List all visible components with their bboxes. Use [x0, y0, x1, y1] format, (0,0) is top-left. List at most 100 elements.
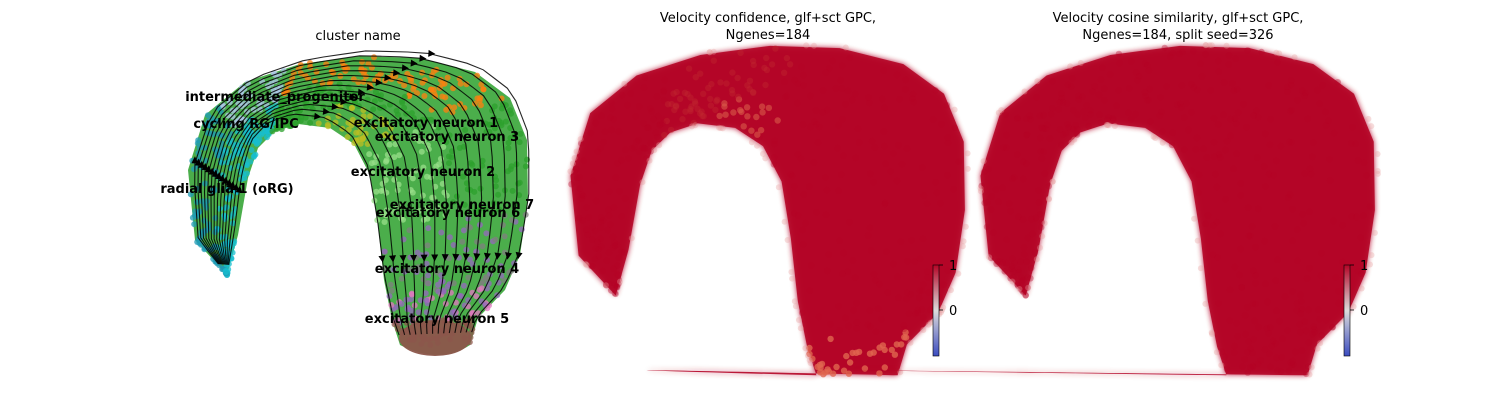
- velocity-point: [811, 118, 818, 126]
- velocity-point: [1167, 53, 1174, 60]
- velocity-point: [1040, 111, 1047, 119]
- velocity-point: [1046, 195, 1052, 202]
- cluster-point: [309, 106, 316, 113]
- cluster-point: [248, 147, 255, 153]
- velocity-point: [1281, 293, 1289, 300]
- velocity-point: [567, 168, 574, 175]
- velocity-point: [1203, 154, 1211, 161]
- velocity-point: [737, 49, 744, 57]
- velocity-point: [1297, 291, 1304, 298]
- velocity-point: [1222, 146, 1229, 154]
- velocity-point: [1271, 223, 1279, 230]
- velocity-point: [618, 91, 626, 99]
- velocity-point: [1060, 131, 1067, 138]
- velocity-point: [1062, 130, 1069, 137]
- velocity-point: [1058, 90, 1065, 97]
- velocity-point: [1240, 101, 1247, 108]
- velocity-point: [977, 185, 984, 192]
- cluster-point: [443, 106, 450, 113]
- velocity-point: [576, 214, 583, 222]
- velocity-point: [1105, 122, 1112, 129]
- velocity-point: [1297, 328, 1304, 336]
- velocity-point: [1046, 135, 1054, 142]
- velocity-point: [1058, 94, 1066, 102]
- streamline-arrow: [340, 98, 348, 106]
- streamline-arrow: [384, 74, 392, 82]
- velocity-point: [613, 241, 621, 248]
- cluster-point: [440, 288, 447, 295]
- velocity-point: [576, 174, 583, 181]
- velocity-point: [706, 49, 713, 56]
- velocity-point: [617, 278, 623, 285]
- velocity-point: [919, 164, 926, 171]
- velocity-point: [1014, 281, 1021, 288]
- cluster-label: excitatory neuron 2: [351, 165, 495, 180]
- velocity-point: [1308, 364, 1315, 371]
- velocity-point: [1231, 349, 1238, 356]
- velocity-point: [840, 152, 847, 159]
- velocity-point: [1319, 82, 1326, 89]
- cluster-point: [446, 234, 453, 241]
- velocity-point: [668, 100, 675, 108]
- velocity-point: [1202, 42, 1209, 49]
- cluster-panel: cluster name intermediate_progenitor cyc…: [160, 29, 534, 356]
- velocity-point: [996, 258, 1003, 265]
- velocity-point: [1287, 107, 1294, 115]
- cluster-point: [465, 297, 472, 304]
- velocity-point: [871, 144, 879, 151]
- velocity-point: [1254, 154, 1261, 161]
- cluster-point: [280, 120, 286, 127]
- velocity-point: [1144, 61, 1151, 69]
- cluster-point: [396, 152, 403, 159]
- velocity-point: [1033, 256, 1040, 263]
- velocity-point: [635, 137, 642, 144]
- velocity-point: [600, 139, 607, 146]
- velocity-point: [850, 306, 857, 314]
- velocity-point: [618, 156, 625, 164]
- velocity-point: [920, 314, 927, 321]
- velocity-point: [1238, 284, 1245, 291]
- velocity-point: [1085, 122, 1092, 130]
- velocity-point: [614, 284, 621, 291]
- velocity-point: [791, 183, 798, 190]
- velocity-point: [1019, 216, 1027, 223]
- velocity-point: [1233, 150, 1240, 157]
- velocity-point: [834, 144, 841, 152]
- velocity-point: [1214, 254, 1221, 261]
- velocity-point: [1332, 274, 1340, 281]
- velocity-point: [1037, 211, 1044, 218]
- velocity-point: [1197, 60, 1204, 67]
- velocity-point: [1247, 345, 1255, 352]
- velocity-point: [1080, 108, 1087, 115]
- velocity-point: [1292, 348, 1299, 356]
- velocity-point: [807, 92, 814, 100]
- velocity-point: [1237, 192, 1244, 199]
- velocity-point: [716, 124, 723, 131]
- velocity-point: [1299, 87, 1306, 94]
- velocity-point: [1003, 131, 1010, 139]
- cluster-point: [507, 135, 514, 141]
- streamline-arrow: [462, 253, 470, 261]
- velocity-point: [791, 298, 798, 305]
- velocity-point: [696, 110, 704, 117]
- velocity-point: [598, 214, 605, 221]
- streamline-arrow: [399, 254, 407, 263]
- velocity-point: [1095, 91, 1103, 99]
- velocity-point: [744, 82, 751, 89]
- velocity-point: [807, 123, 814, 131]
- velocity-point: [628, 235, 635, 242]
- velocity-point: [868, 137, 876, 145]
- cluster-point: [498, 95, 505, 102]
- velocity-point: [840, 367, 848, 374]
- cluster-point: [425, 272, 431, 279]
- velocity-confidence-title-line1: Velocity confidence, glf+sct GPC,: [660, 11, 876, 26]
- velocity-point: [1146, 85, 1154, 93]
- velocity-point: [1056, 98, 1064, 106]
- cluster-point: [359, 58, 365, 65]
- velocity-point: [620, 249, 628, 256]
- cluster-point: [450, 280, 457, 287]
- velocity-point: [1174, 101, 1181, 108]
- velocity-point: [712, 106, 719, 114]
- velocity-point: [660, 116, 668, 124]
- cluster-point: [435, 288, 442, 295]
